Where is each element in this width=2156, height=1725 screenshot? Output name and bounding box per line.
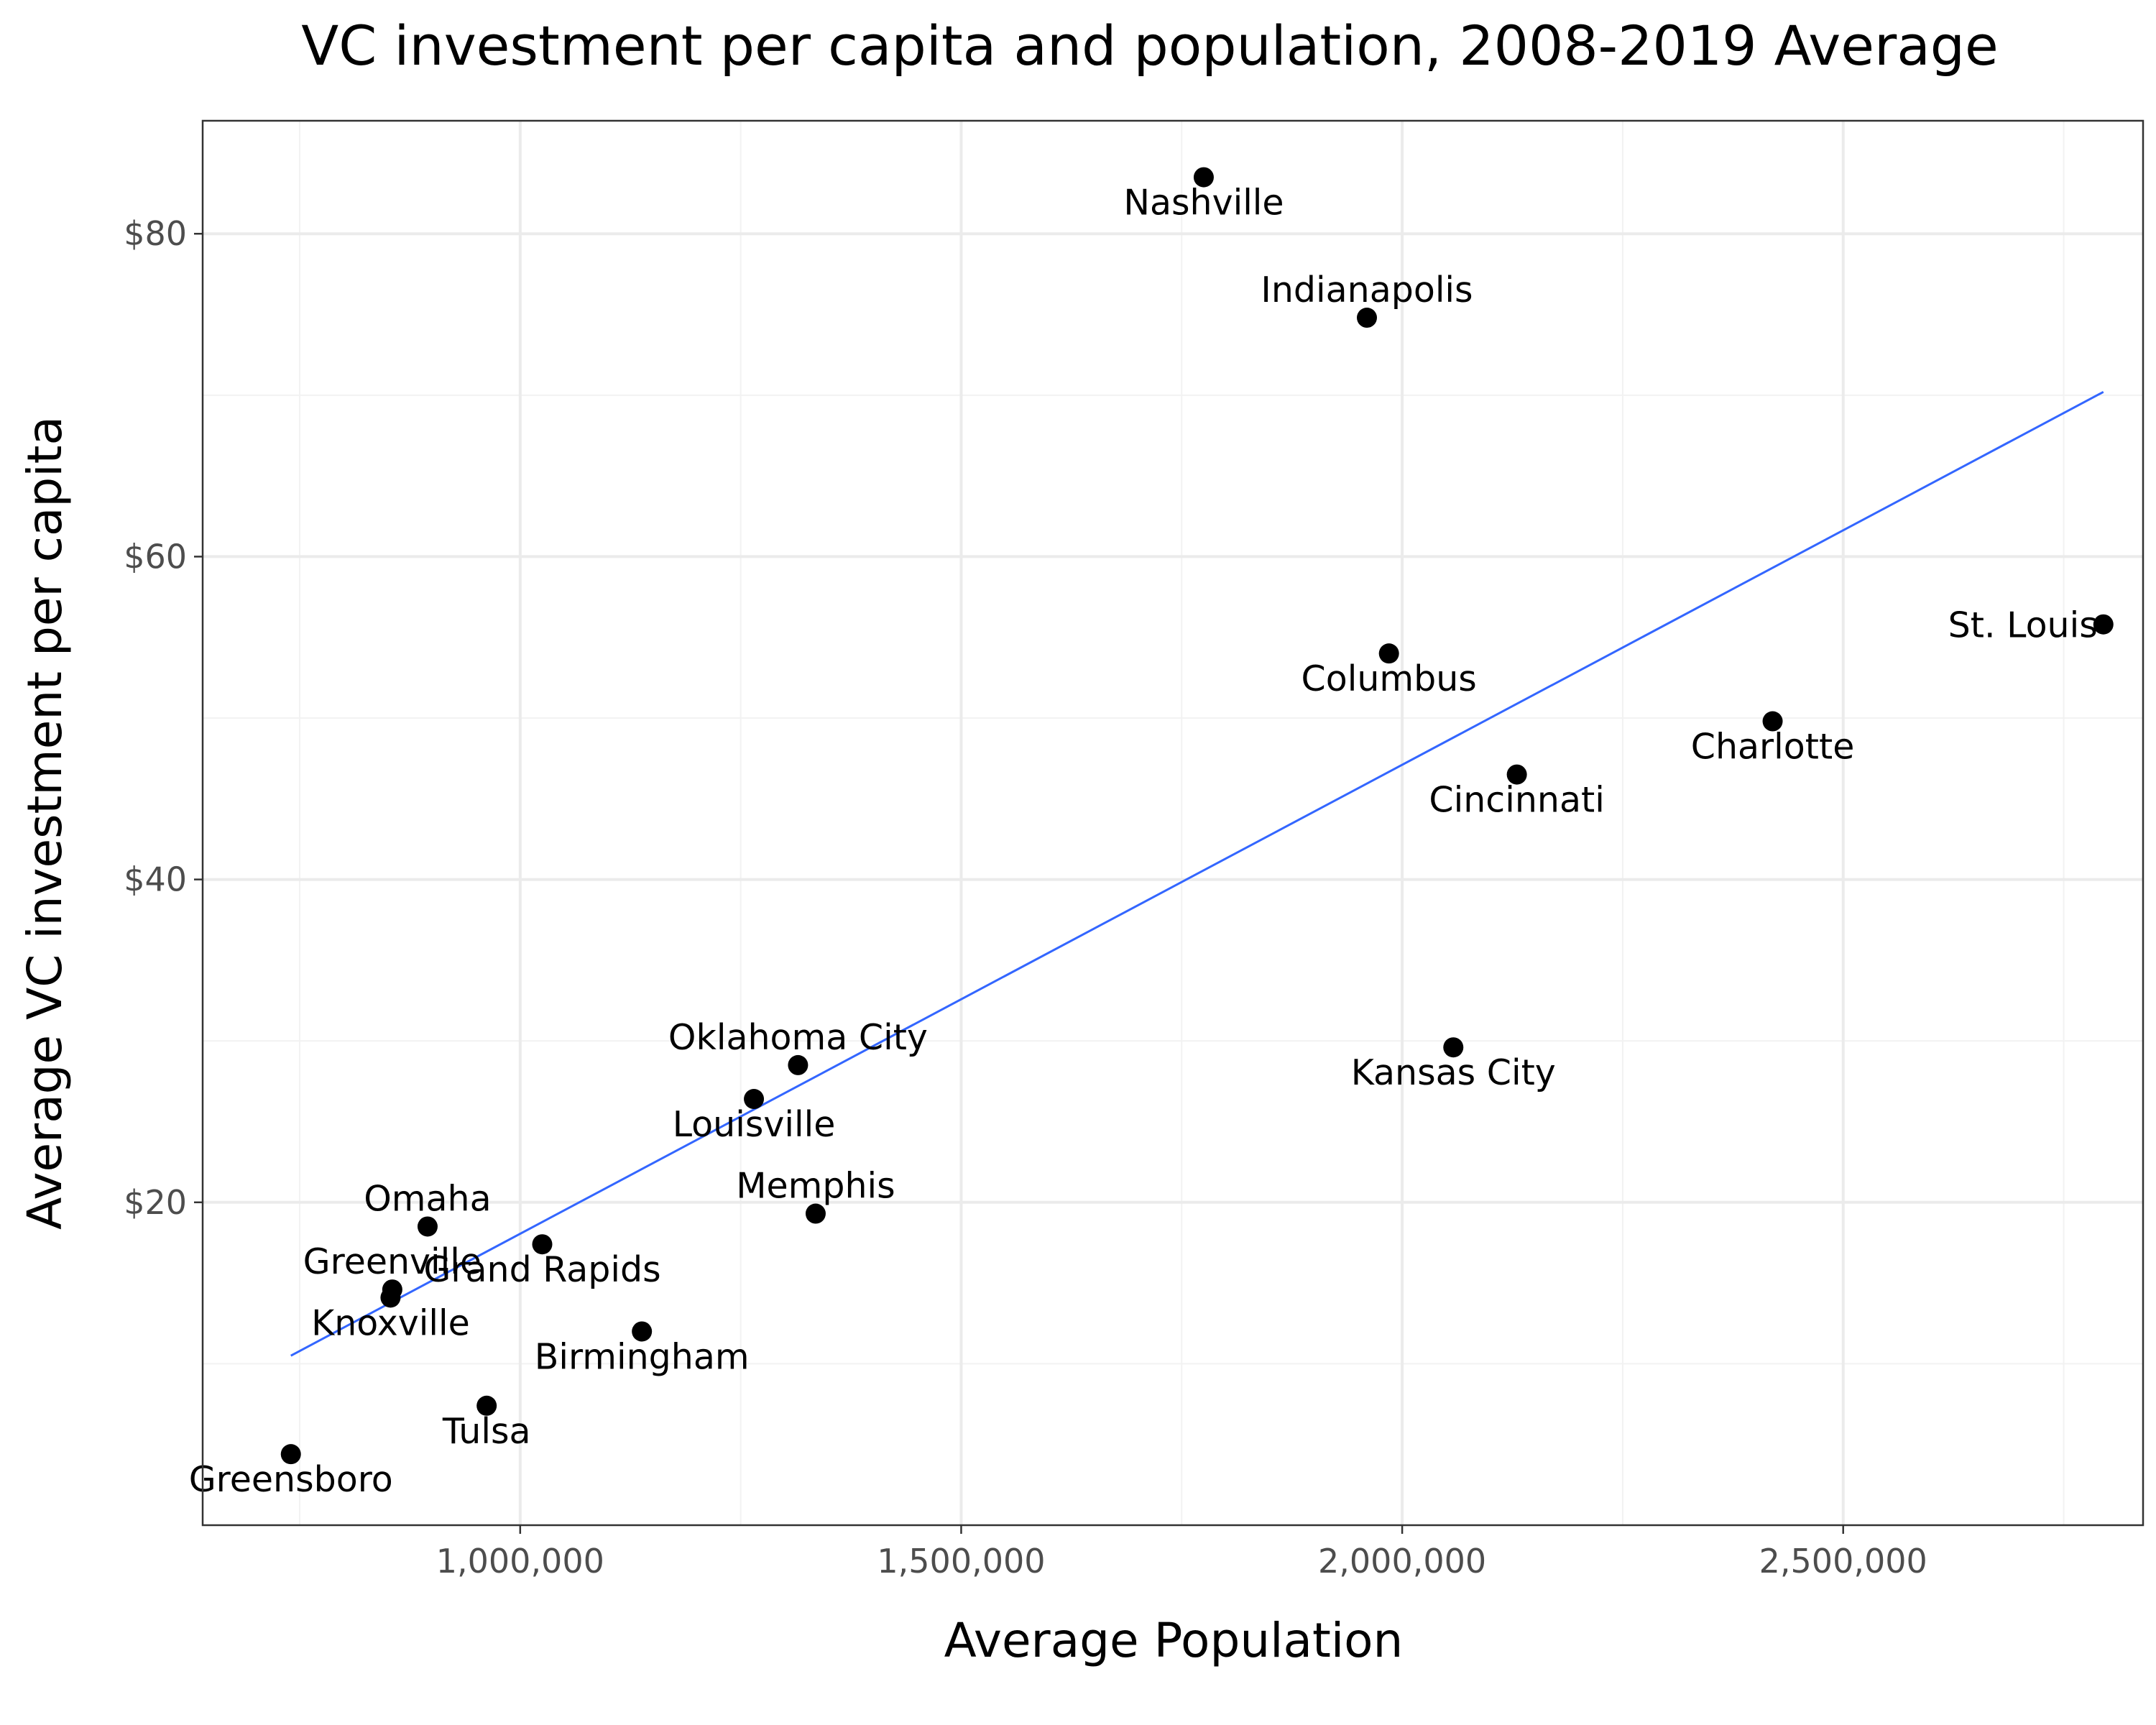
data-label: Birmingham	[535, 1336, 750, 1377]
data-label: Greenville	[303, 1241, 482, 1282]
x-tick-label: 2,500,000	[1759, 1542, 1927, 1581]
x-tick-label: 2,000,000	[1318, 1542, 1486, 1581]
data-point	[532, 1234, 553, 1255]
y-tick-label: $20	[124, 1183, 187, 1222]
y-tick-label: $60	[124, 537, 187, 576]
point-labels-layer: Nashville Indianapolis St. Louis Columbus Ch…	[189, 183, 2098, 1501]
data-label: Charlotte	[1691, 727, 1855, 768]
data-label: Louisville	[673, 1104, 836, 1145]
data-label: Greensboro	[189, 1459, 393, 1500]
data-label: Knoxville	[311, 1302, 470, 1343]
data-point	[632, 1321, 653, 1342]
data-label: Memphis	[736, 1166, 895, 1207]
data-label: Cincinnati	[1429, 780, 1604, 821]
y-axis-title: Average VC investment per capita	[17, 416, 73, 1230]
data-label: Grand Rapids	[423, 1249, 660, 1290]
data-label: Columbus	[1302, 658, 1477, 699]
x-tick-label: 1,500,000	[877, 1542, 1045, 1581]
data-point	[1193, 167, 1214, 188]
trend-line-layer	[290, 390, 2104, 1357]
y-tick-label: $40	[124, 860, 187, 899]
data-point	[1762, 711, 1783, 732]
data-point	[476, 1395, 497, 1416]
trend-line	[290, 390, 2104, 1357]
data-point	[805, 1203, 826, 1224]
x-axis-title: Average Population	[944, 1613, 1404, 1668]
data-label: St. Louis	[1948, 605, 2098, 646]
chart-title: VC investment per capita and population,…	[301, 14, 1999, 78]
data-point	[1357, 308, 1377, 328]
data-point	[1378, 643, 1399, 664]
data-point	[1506, 764, 1527, 785]
data-label: Oklahoma City	[668, 1017, 928, 1058]
data-point	[788, 1054, 808, 1075]
data-point	[744, 1089, 765, 1110]
data-label: Nashville	[1123, 183, 1284, 224]
data-point	[280, 1444, 301, 1465]
panel-border	[201, 119, 2145, 1527]
grid	[203, 121, 2143, 1525]
data-label: Kansas City	[1351, 1052, 1556, 1093]
x-axis: 1,000,000 1,500,000 2,000,000 2,500,000	[436, 1525, 1927, 1581]
data-label: Omaha	[364, 1178, 491, 1219]
data-point	[2093, 614, 2114, 635]
data-label: Indianapolis	[1261, 270, 1473, 310]
data-label: Tulsa	[442, 1411, 531, 1452]
data-point	[1443, 1037, 1464, 1058]
x-tick-label: 1,000,000	[436, 1542, 604, 1581]
y-tick-label: $80	[124, 214, 187, 253]
data-point	[380, 1287, 401, 1308]
data-point	[417, 1216, 438, 1237]
points-layer	[280, 167, 2114, 1465]
y-axis: $20 $40 $60 $80	[124, 214, 203, 1222]
